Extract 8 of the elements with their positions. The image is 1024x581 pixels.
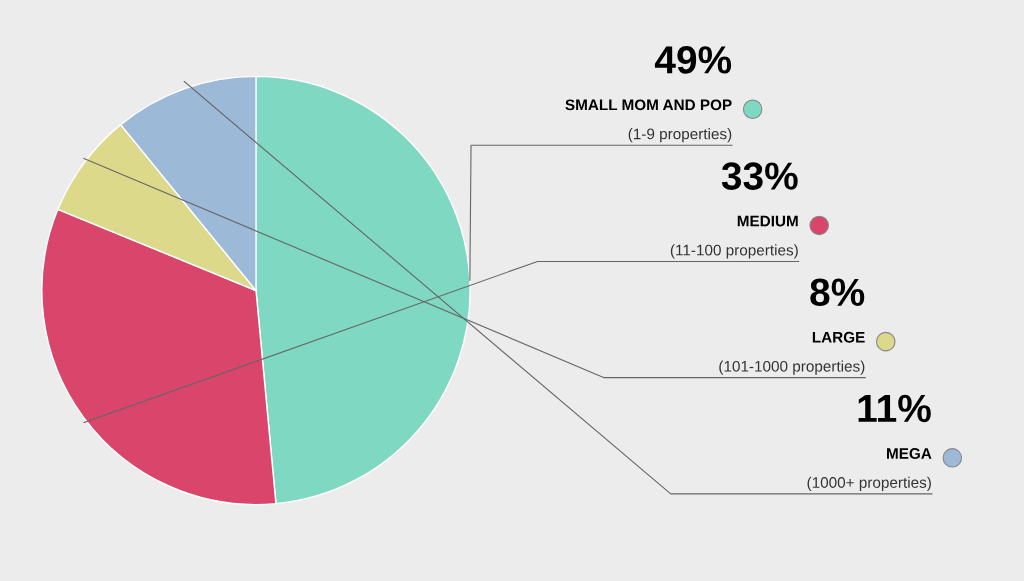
- legend-label: MEGA (1000+ properties): [807, 448, 932, 491]
- legend-label: LARGE (101-1000 properties): [719, 331, 865, 375]
- data-label: 11%: [858, 394, 931, 423]
- data-label: 33%: [721, 162, 798, 190]
- legend-label: SMALL MOM AND POP (1-9 properties): [565, 99, 732, 143]
- legend-label: MEDIUM (11-100 properties): [670, 215, 798, 259]
- data-label: 8%: [810, 278, 865, 307]
- data-label: 49%: [654, 46, 732, 74]
